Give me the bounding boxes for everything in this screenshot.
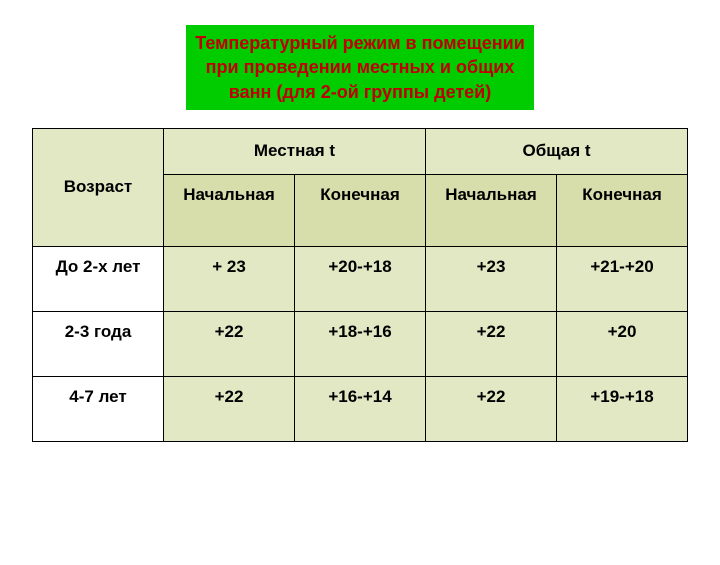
data-cell-2-0: +22	[164, 376, 295, 441]
age-cell-1: 2-3 года	[33, 311, 164, 376]
data-cell-1-2: +22	[426, 311, 557, 376]
data-cell-0-1: +20-+18	[295, 246, 426, 311]
data-cell-1-0: +22	[164, 311, 295, 376]
subheader-general-start: Начальная	[426, 174, 557, 246]
data-cell-2-2: +22	[426, 376, 557, 441]
title-box: Температурный режим в помещении при пров…	[186, 25, 534, 110]
data-cell-1-3: +20	[557, 311, 688, 376]
subheader-local-end: Конечная	[295, 174, 426, 246]
data-cell-1-1: +18-+16	[295, 311, 426, 376]
data-cell-0-0: + 23	[164, 246, 295, 311]
subheader-general-end: Конечная	[557, 174, 688, 246]
temperature-table: Возраст Местная t Общая t Начальная Коне…	[32, 128, 688, 442]
data-cell-2-1: +16-+14	[295, 376, 426, 441]
data-cell-2-3: +19-+18	[557, 376, 688, 441]
subheader-local-start: Начальная	[164, 174, 295, 246]
header-group-local: Местная t	[164, 128, 426, 174]
header-age: Возраст	[33, 128, 164, 246]
title-text: Температурный режим в помещении при пров…	[195, 33, 525, 102]
age-cell-0: До 2-х лет	[33, 246, 164, 311]
header-group-general: Общая t	[426, 128, 688, 174]
age-cell-2: 4-7 лет	[33, 376, 164, 441]
data-cell-0-2: +23	[426, 246, 557, 311]
data-cell-0-3: +21-+20	[557, 246, 688, 311]
